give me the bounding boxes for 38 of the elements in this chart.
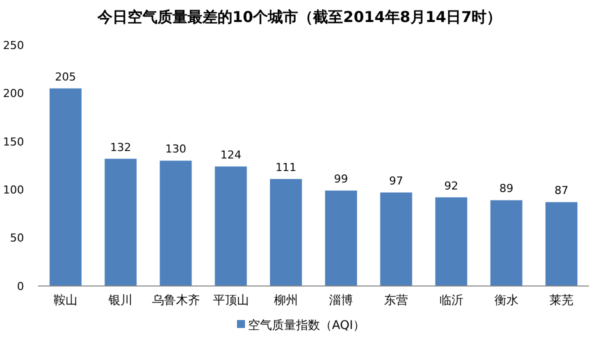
data-label: 89 [499, 182, 514, 196]
x-tick-label: 莱芜 [549, 293, 574, 307]
bar [380, 192, 412, 286]
x-tick-label: 东营 [384, 293, 408, 307]
y-tick-label: 100 [3, 183, 24, 196]
y-tick-label: 250 [3, 38, 24, 52]
bar [50, 88, 82, 286]
data-label: 130 [165, 142, 186, 156]
x-tick-label: 鞍山 [54, 293, 78, 307]
y-tick-label: 0 [17, 280, 24, 293]
data-label: 97 [389, 174, 404, 188]
bar [214, 166, 247, 286]
data-label: 132 [110, 140, 132, 154]
y-tick-label: 200 [3, 87, 24, 100]
data-label: 111 [275, 160, 296, 174]
data-label: 124 [220, 148, 242, 162]
bar [435, 197, 468, 286]
bar [490, 200, 522, 286]
data-label: 99 [334, 172, 348, 186]
x-tick-label: 柳州 [274, 293, 298, 307]
data-label: 205 [55, 70, 76, 84]
data-label: 92 [444, 179, 458, 192]
bar [545, 202, 578, 286]
x-tick-label: 淄博 [329, 293, 354, 307]
y-tick-label: 150 [3, 135, 24, 148]
bar [325, 190, 358, 286]
x-tick-label: 银川 [108, 293, 133, 307]
bar [270, 178, 302, 286]
x-tick-label: 平顶山 [212, 293, 249, 307]
y-tick-label: 50 [10, 232, 24, 245]
legend-label: 空气质量指数（AQI） [248, 318, 365, 332]
x-tick-label: 临沂 [439, 293, 464, 307]
bar [104, 158, 137, 286]
bar [160, 160, 192, 286]
chart-title: 今日空气质量最差的10个城市（截至2014年8月14日7时） [96, 8, 502, 26]
x-tick-label: 衡水 [494, 293, 518, 307]
data-label: 87 [554, 184, 568, 198]
x-tick-label: 乌鲁木齐 [152, 293, 200, 307]
